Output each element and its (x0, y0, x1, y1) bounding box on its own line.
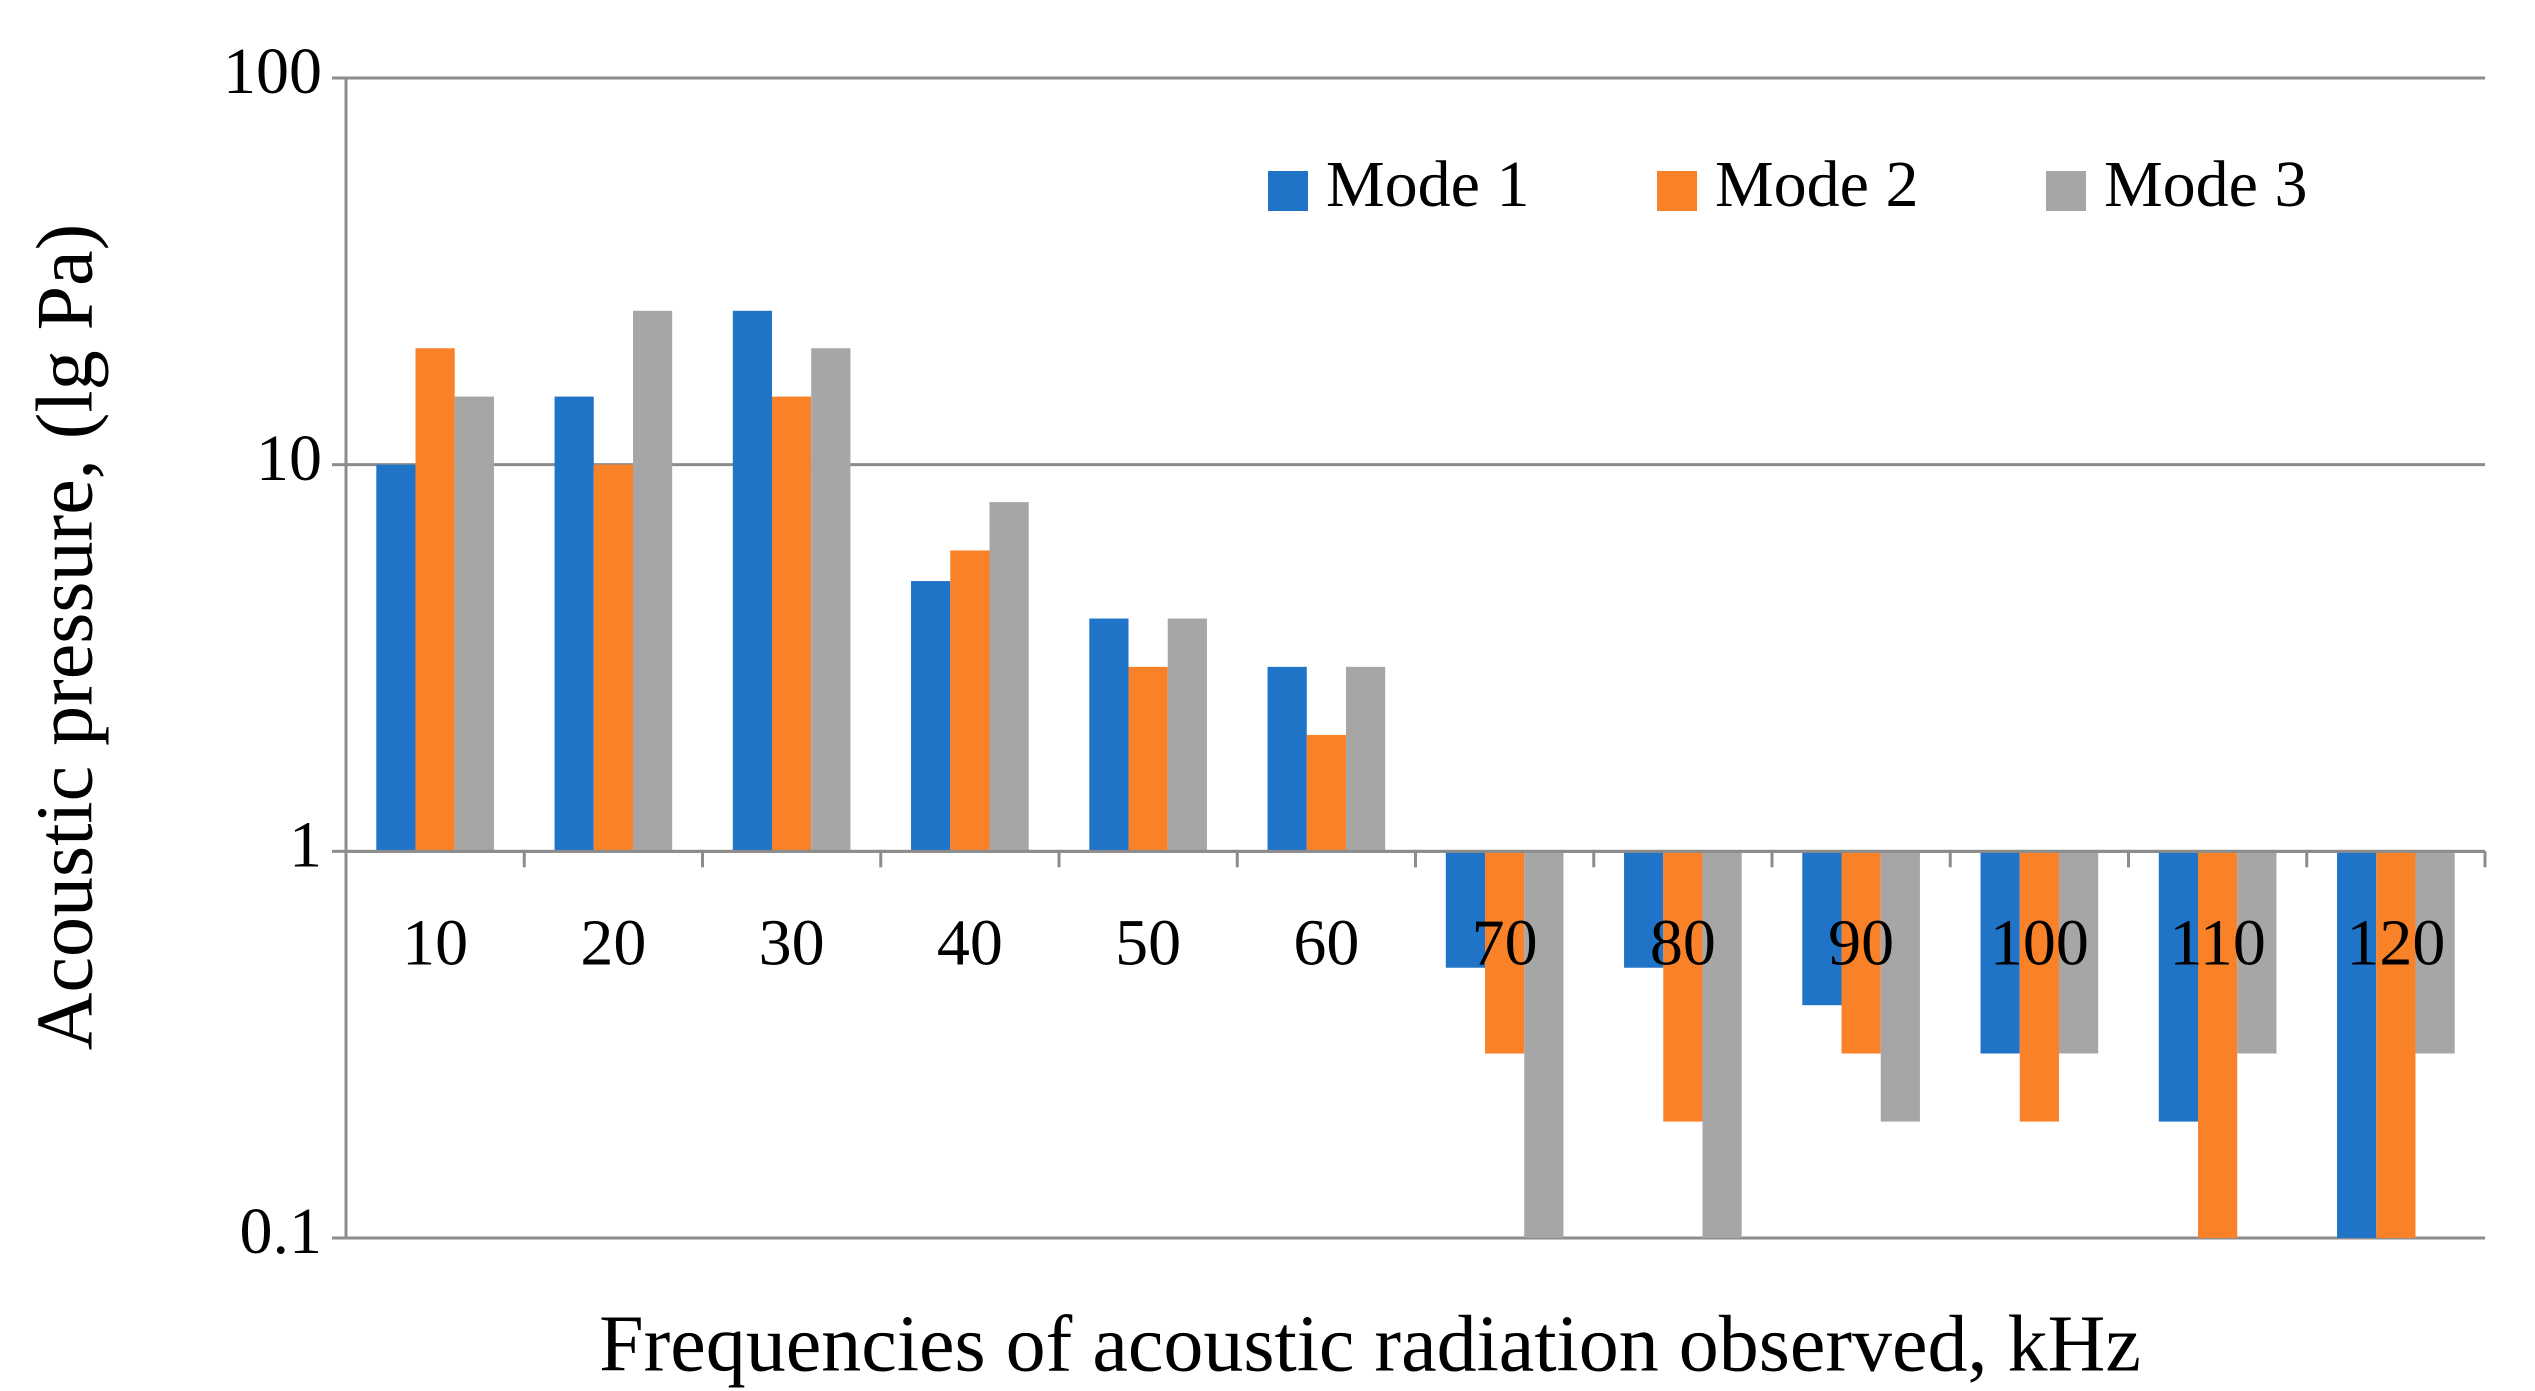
bar (950, 550, 990, 852)
legend-swatch (1268, 171, 1308, 211)
bar (732, 310, 773, 852)
bar (811, 348, 851, 852)
bar (2337, 851, 2377, 1238)
bar (2198, 851, 2238, 1238)
bar (1089, 618, 1129, 852)
bar (1880, 851, 1920, 1122)
x-axis-title: Frequencies of acoustic radiation observ… (599, 1300, 2141, 1388)
bar (2237, 851, 2277, 1054)
legend-swatch (2046, 171, 2086, 211)
y-tick-label: 0.1 (240, 1195, 323, 1268)
x-tick-label: 30 (759, 906, 825, 979)
bar (1841, 851, 1881, 1054)
bar (1702, 851, 1742, 1238)
y-tick-label: 10 (256, 422, 322, 495)
bar (1306, 734, 1346, 852)
bar (2376, 851, 2416, 1238)
legend-swatch (1657, 171, 1697, 211)
x-tick-label: 60 (1293, 906, 1359, 979)
y-tick-label: 100 (223, 35, 322, 108)
bar (1267, 666, 1307, 852)
x-tick-label: 110 (2169, 906, 2266, 979)
bar (1802, 851, 1842, 1006)
legend-label: Mode 2 (1715, 148, 1918, 221)
bar (1345, 666, 1386, 852)
x-tick-label: 90 (1828, 906, 1894, 979)
x-tick-label: 50 (1115, 906, 1181, 979)
bar (989, 502, 1029, 852)
bar (1663, 851, 1703, 1122)
x-tick-label: 100 (1990, 906, 2089, 979)
bar (2415, 851, 2455, 1054)
bar (632, 310, 673, 852)
x-tick-label: 70 (1472, 906, 1538, 979)
bar (1128, 666, 1168, 852)
bar (772, 396, 812, 852)
bar (415, 348, 455, 852)
bar (1167, 618, 1207, 852)
bar (593, 464, 633, 852)
x-tick-label: 40 (937, 906, 1003, 979)
bar (2058, 851, 2099, 1054)
bar (1485, 851, 1525, 1054)
bar (1624, 851, 1664, 968)
y-tick-label: 1 (289, 808, 322, 881)
legend-label: Mode 3 (2104, 148, 2307, 221)
x-tick-label: 10 (402, 906, 468, 979)
x-tick-label: 20 (580, 906, 646, 979)
bar (454, 396, 494, 852)
x-tick-label: 80 (1650, 906, 1716, 979)
x-tick-label: 120 (2346, 906, 2445, 979)
bar (554, 396, 594, 852)
bar (376, 464, 416, 852)
y-axis-title: Acoustic pressure, (lg Pa) (21, 224, 109, 1050)
bar (1980, 851, 2020, 1054)
bar (1445, 851, 1486, 968)
bar (2019, 851, 2059, 1122)
bar (911, 581, 951, 852)
bar (1524, 851, 1564, 1238)
legend-label: Mode 1 (1326, 148, 1529, 221)
bar (2158, 851, 2199, 1122)
